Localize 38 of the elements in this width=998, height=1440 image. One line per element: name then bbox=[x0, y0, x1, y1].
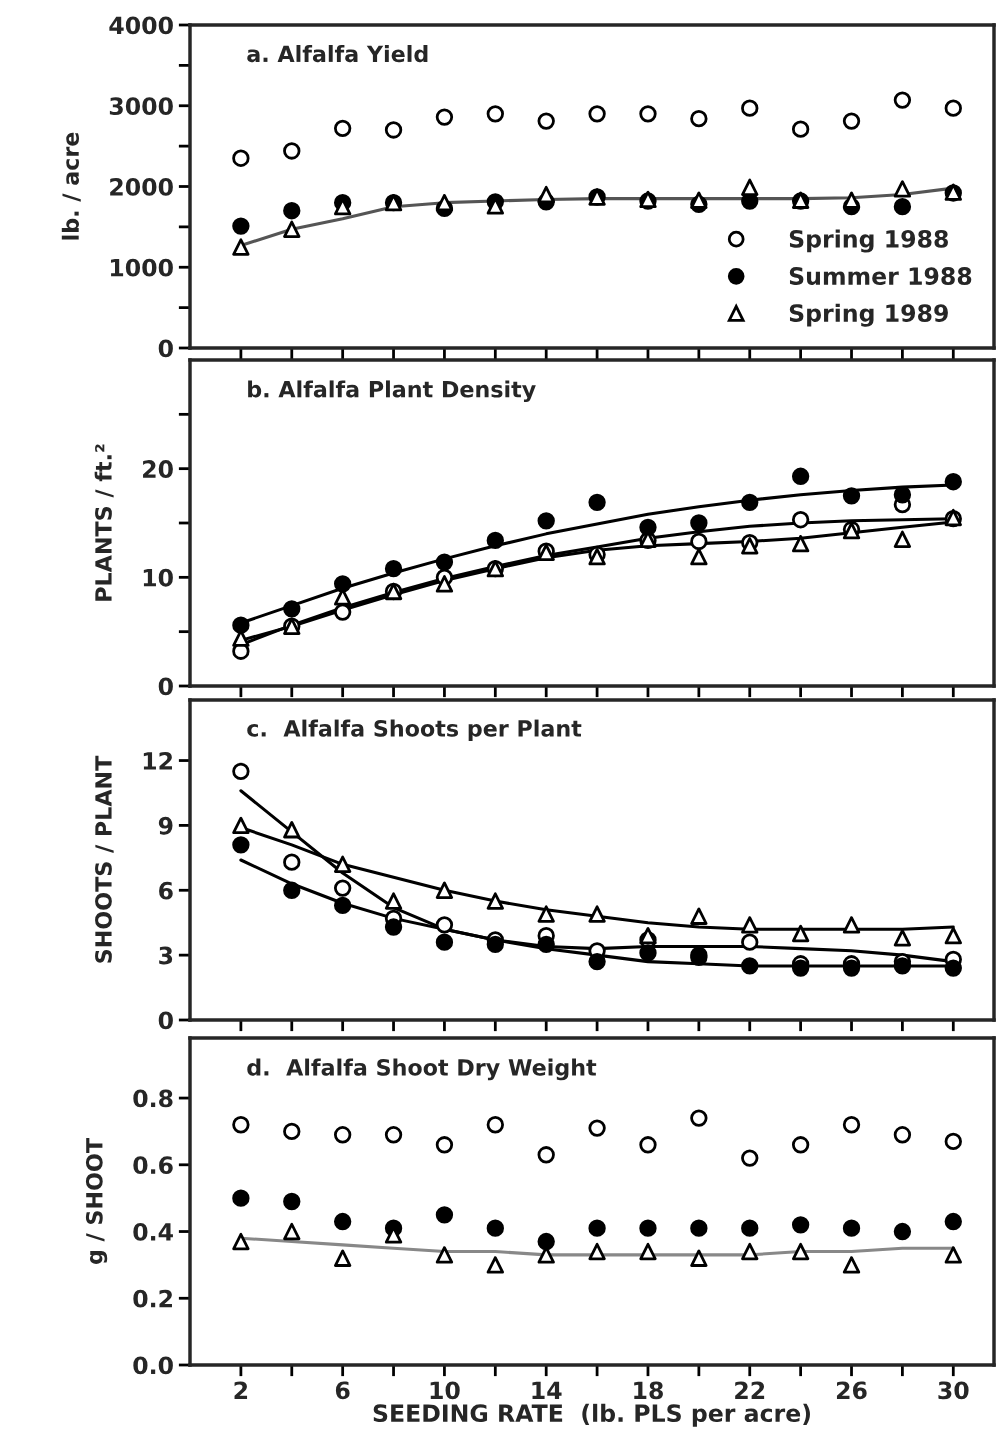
y-tick-label: 0.0 bbox=[133, 1356, 173, 1375]
y-axis-title: PLANTS / ft.² bbox=[94, 444, 114, 601]
y-tick-label: 0 bbox=[158, 1011, 173, 1030]
y-tick-label: 0 bbox=[158, 339, 173, 358]
x-tick-label: 6 bbox=[335, 1381, 350, 1400]
x-tick-label: 2 bbox=[234, 1381, 248, 1399]
legend-label: Spring 1988 bbox=[789, 229, 948, 253]
text: d. Alfalfa Shoot Dry Weight bbox=[247, 1058, 597, 1081]
text: c. Alfalfa Shoots per Plant bbox=[247, 719, 582, 742]
y-tick-label: 0.4 bbox=[133, 1222, 173, 1241]
y-tick-label: 0.6 bbox=[133, 1156, 173, 1175]
legend-label: Summer 1988 bbox=[789, 267, 972, 285]
y-tick-label: 10 bbox=[143, 568, 173, 587]
x-axis-title: SEEDING RATE (lb. PLS per acre) bbox=[373, 1403, 810, 1427]
text: b. Alfalfa Plant Density bbox=[248, 380, 536, 403]
y-tick-label: 20 bbox=[143, 460, 173, 478]
x-tick-label: 22 bbox=[735, 1381, 765, 1399]
x-tick-label: 18 bbox=[634, 1381, 663, 1400]
text: a. Alfalfa Yield bbox=[247, 45, 428, 63]
x-tick-label: 30 bbox=[938, 1381, 969, 1400]
y-axis-title: g / SHOOT bbox=[85, 1138, 108, 1265]
y-axis-title: SHOOTS / PLANT bbox=[95, 755, 114, 963]
y-tick-label: 3 bbox=[159, 946, 173, 965]
y-tick-label: 4000 bbox=[109, 16, 173, 35]
y-tick-label: 0.2 bbox=[133, 1289, 172, 1308]
y-tick-label: 0.8 bbox=[133, 1089, 173, 1108]
y-tick-label: 3000 bbox=[109, 97, 173, 116]
y-tick-label: 6 bbox=[159, 881, 173, 900]
y-tick-label: 9 bbox=[158, 816, 173, 835]
y-tick-label: 2000 bbox=[110, 177, 173, 196]
y-tick-label: 12 bbox=[143, 751, 172, 770]
y-tick-label: 0 bbox=[158, 677, 173, 696]
y-axis-title: lb. / acre bbox=[61, 132, 81, 240]
legend-label: Spring 1989 bbox=[789, 303, 948, 327]
x-tick-label: 26 bbox=[836, 1381, 867, 1400]
x-tick-label: 14 bbox=[532, 1381, 562, 1399]
x-tick-label: 10 bbox=[430, 1381, 460, 1400]
y-tick-label: 1000 bbox=[110, 258, 173, 277]
